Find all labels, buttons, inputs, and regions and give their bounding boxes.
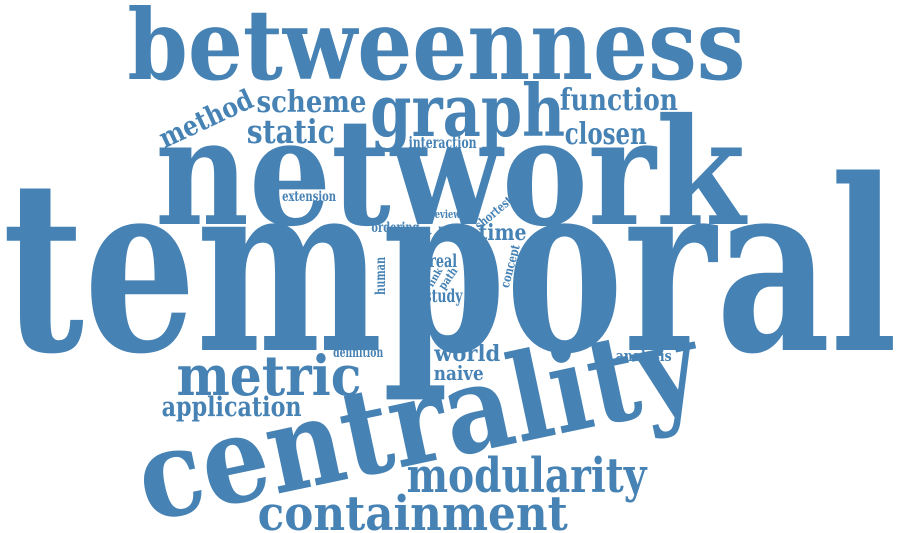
word-naive: naive [433, 361, 484, 385]
word-node: node [437, 220, 465, 236]
word-review: review [430, 207, 460, 222]
word-interaction: interaction [409, 132, 477, 152]
word-temporal: temporal [2, 128, 898, 408]
word-real: real [429, 252, 457, 273]
word-application: application [162, 391, 302, 424]
word-function: function [559, 83, 679, 118]
word-analysis: analysis [616, 346, 672, 365]
word-scheme: scheme [255, 85, 366, 120]
word-definition: definition [332, 345, 384, 362]
word-graph: graph [370, 68, 566, 154]
word-extension: extension [281, 189, 337, 206]
word-human: human [373, 256, 390, 296]
word-network: network [154, 86, 746, 260]
word-study: study [424, 287, 463, 308]
word-world: world [433, 340, 500, 367]
word-betweenness: betweenness [126, 0, 746, 103]
word-time: time [478, 219, 527, 246]
word-metric: metric [176, 342, 362, 408]
word-closen: closen [565, 117, 647, 152]
word-ordering: ordering [370, 220, 419, 237]
word-containment: containment [257, 486, 569, 533]
word-modularity: modularity [407, 448, 647, 505]
word-static: static [246, 111, 335, 151]
